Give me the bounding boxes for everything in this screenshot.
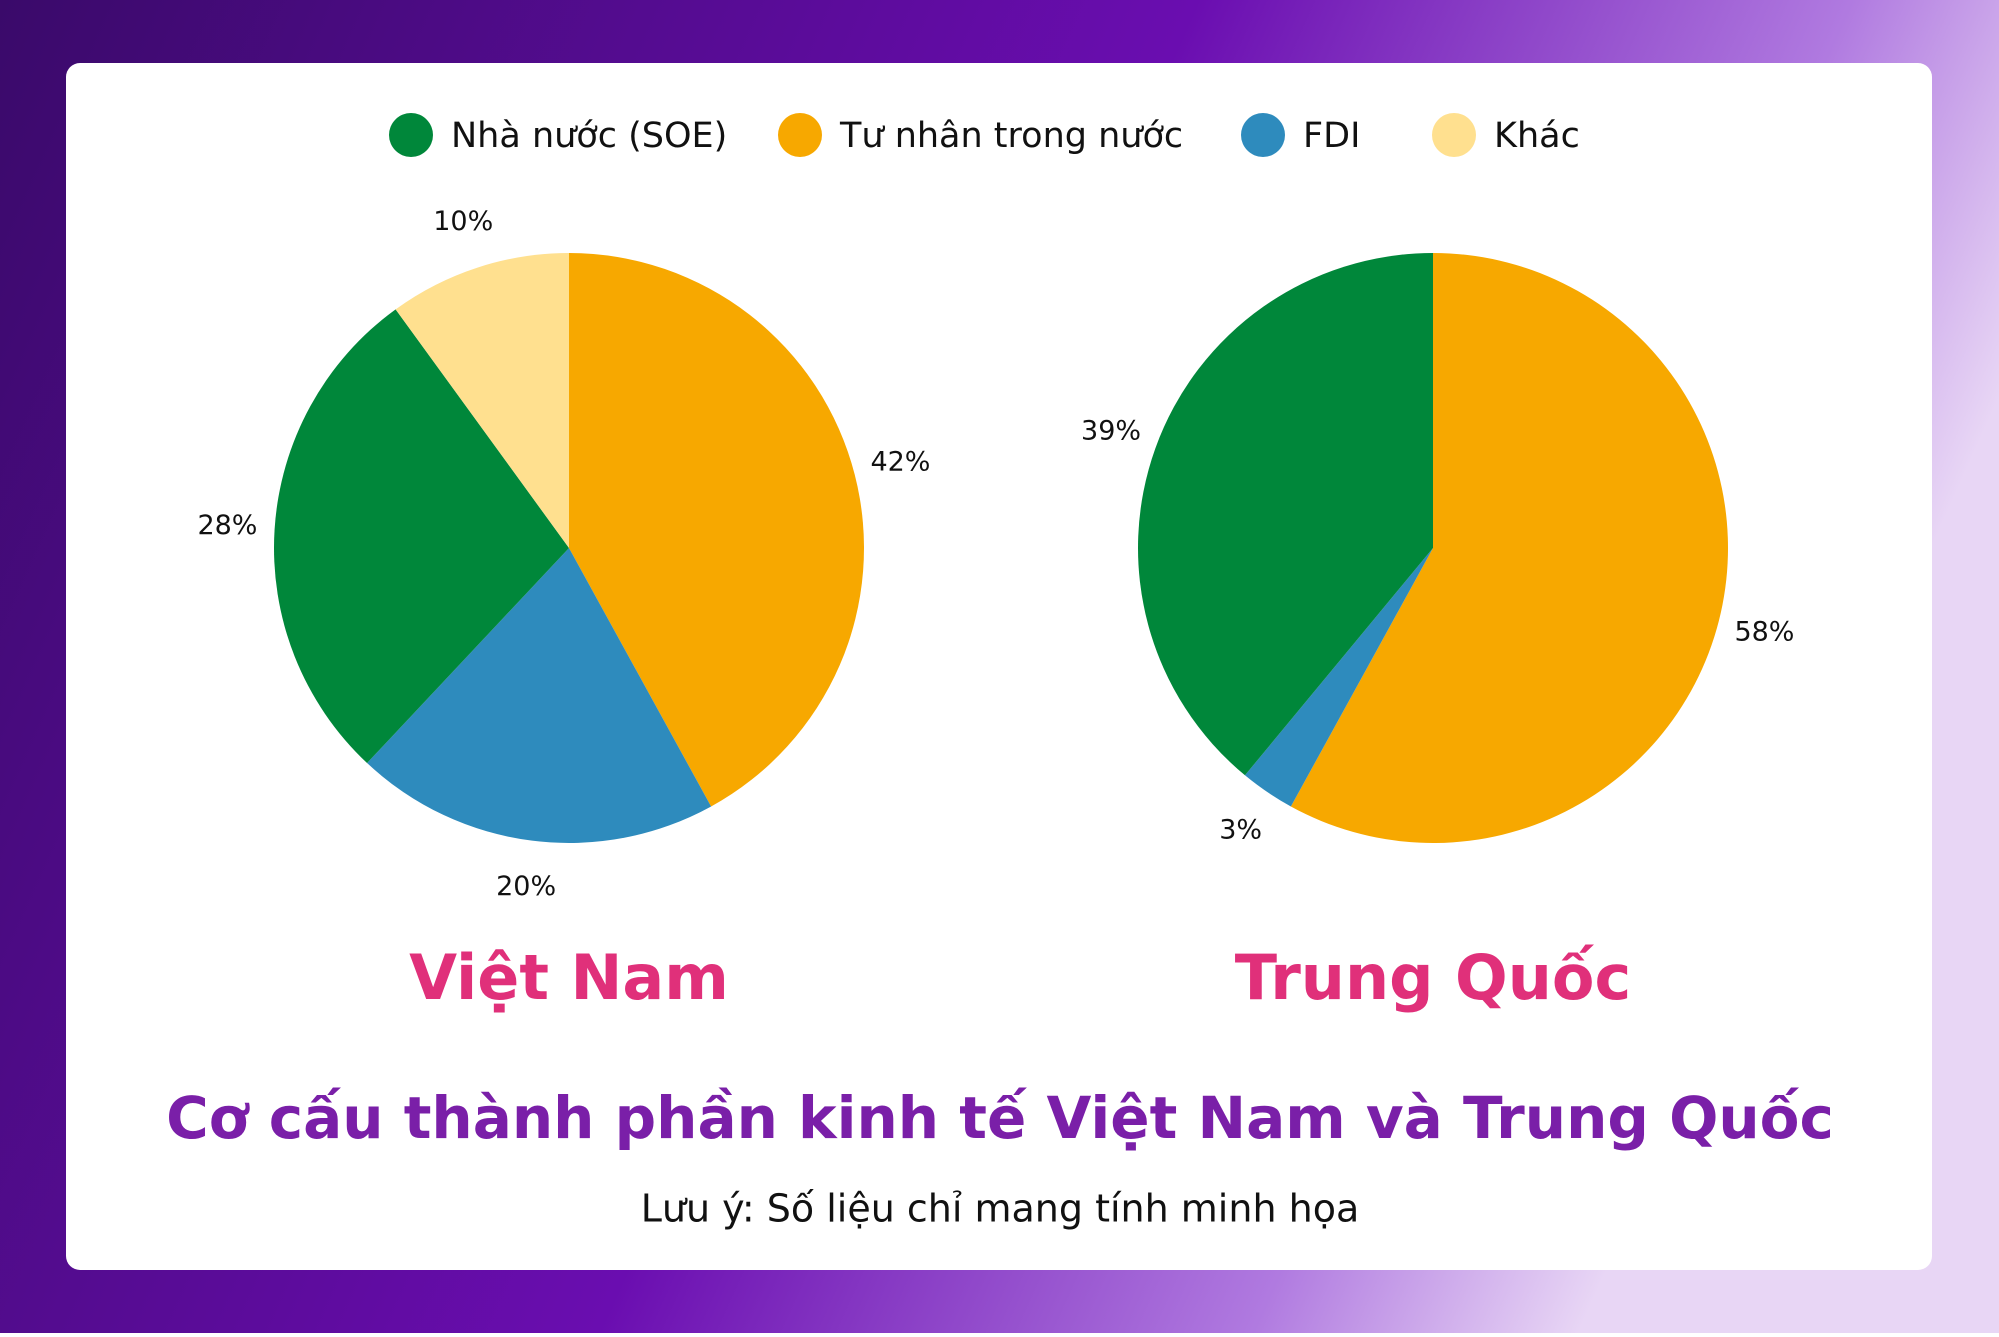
chart-title: Trung Quốc	[1235, 941, 1632, 1014]
data-label: 39%	[1081, 416, 1141, 447]
legend-swatch	[1432, 113, 1476, 157]
pie-slice	[569, 253, 864, 807]
pie-slice	[1290, 253, 1728, 843]
data-label: 28%	[197, 510, 257, 541]
legend-swatch	[389, 113, 433, 157]
data-label: 42%	[870, 446, 930, 477]
legend-label: Khác	[1494, 116, 1580, 156]
legend-swatch	[1241, 113, 1285, 157]
main-title: Cơ cấu thành phần kinh tế Việt Nam và Tr…	[166, 1084, 1834, 1152]
pie-slice	[1138, 253, 1433, 776]
pie-slice	[367, 548, 712, 843]
data-label: 3%	[1219, 815, 1262, 846]
pie-slice	[395, 253, 569, 548]
pie-slice	[274, 309, 569, 764]
note: Lưu ý: Số liệu chỉ mang tính minh họa	[641, 1187, 1359, 1231]
chart-title: Việt Nam	[409, 941, 729, 1014]
data-label: 10%	[433, 206, 493, 237]
data-label: 58%	[1734, 617, 1794, 648]
data-label: 20%	[496, 871, 556, 902]
legend-swatch	[778, 113, 822, 157]
legend-label: FDI	[1303, 116, 1360, 156]
pie-slice	[1244, 548, 1433, 807]
legend-label: Tư nhân trong nước	[839, 116, 1183, 156]
legend-label: Nhà nước (SOE)	[451, 116, 727, 156]
